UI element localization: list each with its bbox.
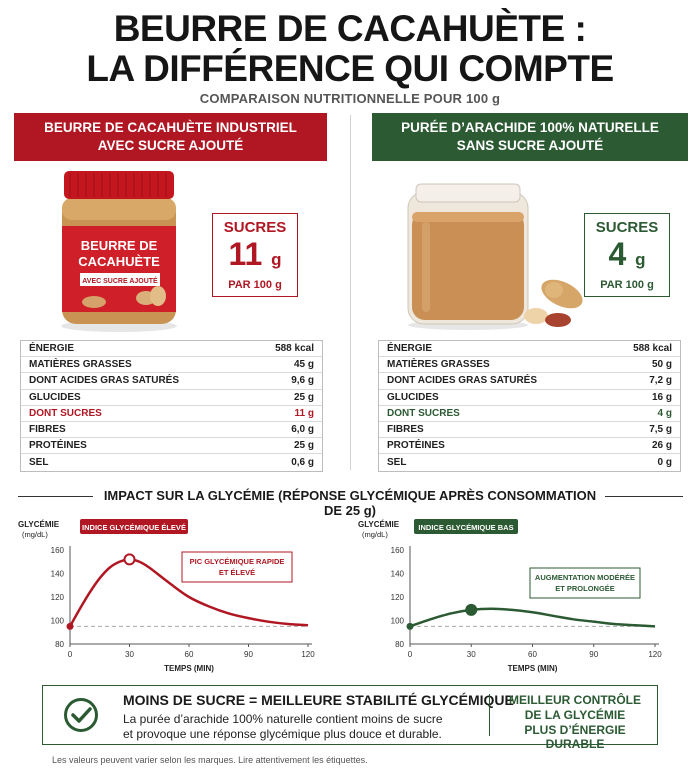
- table-row: FIBRES 7,5 g: [379, 422, 680, 439]
- x-tick-label: 0: [68, 650, 73, 659]
- left-nutrition-table: ÉNERGIE 588 kcal MATIÈRES GRASSES 45 g DON…: [20, 340, 323, 472]
- annotation-box: [181, 551, 293, 583]
- left-sugar-per: PAR 100 g: [228, 278, 282, 291]
- y-tick-label: 100: [51, 617, 65, 626]
- left-sugar-value: 11 g: [228, 235, 282, 272]
- column-divider: [350, 115, 351, 470]
- table-row-sugars: DONT SUCRES 4 g: [379, 406, 680, 422]
- glycemic-chart-low: GLYCÉMIE(mg/dL) INDICE GLYCÉMIQUE BAS 80 10…: [358, 519, 662, 673]
- footnote: Les valeurs peuvent varier selon les mar…: [52, 755, 368, 765]
- right-nutrition-table: ÉNERGIE 588 kcal MATIÈRES GRASSES 50 g DON…: [378, 340, 681, 472]
- y-tick-label: 160: [391, 546, 405, 555]
- y-axis-label: GLYCÉMIE: [358, 520, 400, 529]
- x-tick-label: 120: [648, 650, 662, 659]
- y-tick-label: 80: [55, 640, 64, 649]
- annotation-line2: ET ÉLEVÉ: [219, 568, 255, 577]
- x-axis-label: TEMPS (MIN): [164, 664, 214, 673]
- table-row: SEL 0,6 g: [29, 456, 314, 468]
- conclusion-divider: [489, 694, 490, 736]
- right-sugar-value: 4 g: [608, 235, 646, 272]
- y-tick-label: 120: [391, 593, 405, 602]
- x-tick-label: 30: [125, 650, 134, 659]
- table-row: SEL 0 g: [387, 456, 672, 468]
- y-tick-label: 80: [395, 640, 404, 649]
- x-tick-label: 90: [244, 650, 253, 659]
- table-row: GLUCIDES 25 g: [21, 390, 322, 406]
- table-row: PROTÉINES 26 g: [379, 438, 680, 455]
- jar-label-line1: BEURRE DE: [81, 238, 158, 253]
- table-row-sugars: DONT SUCRES 11 g: [21, 406, 322, 422]
- section-rule-left: [18, 496, 93, 497]
- conclusion-box: MOINS DE SUCRE = MEILLEURE STABILITÉ GLY…: [42, 685, 658, 751]
- peak-marker: [465, 603, 478, 616]
- right-sugar-per: PAR 100 g: [600, 278, 654, 291]
- table-row: DONT ACIDES GRAS SATURÉS 7,2 g: [379, 373, 680, 390]
- x-tick-label: 90: [589, 650, 598, 659]
- x-tick-label: 30: [467, 650, 476, 659]
- conclusion-benefit-line2: DE LA GLYCÉMIE: [524, 708, 626, 722]
- page-title-line1: BEURRE DE CACAHUÈTE :: [113, 8, 587, 49]
- glycemic-chart-high: GLYCÉMIE(mg/dL) INDICE GLYCÉMIQUE ÉLEVÉ 80…: [18, 519, 315, 673]
- x-axis-label: TEMPS (MIN): [508, 664, 558, 673]
- check-circle-icon: [64, 698, 98, 732]
- glycemia-series-line: [68, 558, 309, 627]
- peak-marker: [123, 553, 136, 566]
- conclusion-text-line2: et provoque une réponse glycémique plus …: [123, 727, 442, 741]
- industrial-jar-image: BEURRE DE CACAHUÈTE AVEC SUCRE AJOUTÉ: [61, 171, 177, 332]
- x-tick-label: 60: [528, 650, 537, 659]
- gi-badge: [80, 519, 188, 534]
- gi-badge-label: INDICE GLYCÉMIQUE BAS: [418, 523, 513, 532]
- annotation-line1: PIC GLYCÉMIQUE RAPIDE: [190, 557, 285, 566]
- table-row: ÉNERGIE 588 kcal: [379, 341, 680, 358]
- right-sugar-callout: SUCRES 4 g PAR 100 g: [584, 213, 670, 297]
- y-axis-unit: (mg/dL): [22, 530, 48, 539]
- table-row: DONT ACIDES GRAS SATURÉS 9,6 g: [21, 373, 322, 390]
- table-row: PROTÉINES 25 g: [21, 438, 322, 455]
- page-title-line2: LA DIFFÉRENCE QUI COMPTE: [86, 48, 614, 89]
- table-row: MATIÈRES GRASSES 45 g: [21, 357, 322, 374]
- y-tick-label: 100: [391, 617, 405, 626]
- y-tick-label: 160: [51, 546, 65, 555]
- table-row: MATIÈRES GRASSES 50 g: [379, 357, 680, 374]
- x-tick-label: 0: [408, 650, 413, 659]
- left-sugar-callout: SUCRES 11 g PAR 100 g: [212, 213, 298, 297]
- conclusion-benefit-line3: PLUS D’ÉNERGIE DURABLE: [524, 723, 626, 751]
- glycemia-series-line: [409, 607, 656, 628]
- jar-sublabel: AVEC SUCRE AJOUTÉ: [82, 276, 158, 285]
- series-start-point: [406, 622, 414, 630]
- annotation-line2: ET PROLONGÉE: [555, 584, 615, 593]
- impact-section-title: IMPACT SUR LA GLYCÉMIE (RÉPONSE GLYCÉMIQ…: [103, 488, 597, 518]
- right-column-header: PURÉE D’ARACHIDE 100% NATURELLE SANS SUC…: [372, 113, 688, 161]
- conclusion-benefit-line1: MEILLEUR CONTRÔLE: [509, 693, 641, 707]
- jar-label-line2: CACAHUÈTE: [78, 254, 160, 269]
- annotation-box: [529, 567, 641, 599]
- conclusion-text-line1: La purée d’arachide 100% naturelle conti…: [123, 712, 443, 726]
- annotation-line1: AUGMENTATION MODÉRÉE: [535, 573, 635, 582]
- series-start-point: [66, 622, 74, 630]
- x-tick-label: 120: [301, 650, 315, 659]
- table-row: ÉNERGIE 588 kcal: [21, 341, 322, 358]
- gi-badge: [414, 519, 518, 534]
- left-column-header: BEURRE DE CACAHUÈTE INDUSTRIEL AVEC SUCR…: [14, 113, 327, 161]
- page-subtitle: COMPARAISON NUTRITIONNELLE POUR 100 g: [199, 91, 501, 106]
- x-tick-label: 60: [185, 650, 194, 659]
- y-tick-label: 140: [391, 570, 405, 579]
- natural-jar-image: [407, 183, 529, 330]
- y-tick-label: 140: [51, 570, 65, 579]
- left-header-line1: BEURRE DE CACAHUÈTE INDUSTRIEL: [44, 120, 297, 135]
- right-sugar-label: SUCRES: [595, 218, 659, 236]
- table-row: FIBRES 6,0 g: [21, 422, 322, 439]
- section-rule-right: [605, 496, 683, 497]
- table-row: GLUCIDES 16 g: [379, 390, 680, 406]
- right-header-line2: SANS SUCRE AJOUTÉ: [456, 138, 604, 153]
- y-axis-unit: (mg/dL): [362, 530, 388, 539]
- right-header-line1: PURÉE D’ARACHIDE 100% NATURELLE: [401, 120, 659, 135]
- y-tick-label: 120: [51, 593, 65, 602]
- left-sugar-label: SUCRES: [223, 218, 287, 236]
- gi-badge-label: INDICE GLYCÉMIQUE ÉLEVÉ: [82, 523, 186, 532]
- peanuts-image: [524, 279, 583, 327]
- left-header-line2: AVEC SUCRE AJOUTÉ: [97, 138, 244, 153]
- conclusion-title: MOINS DE SUCRE = MEILLEURE STABILITÉ GLY…: [123, 692, 514, 708]
- y-axis-label: GLYCÉMIE: [18, 520, 60, 529]
